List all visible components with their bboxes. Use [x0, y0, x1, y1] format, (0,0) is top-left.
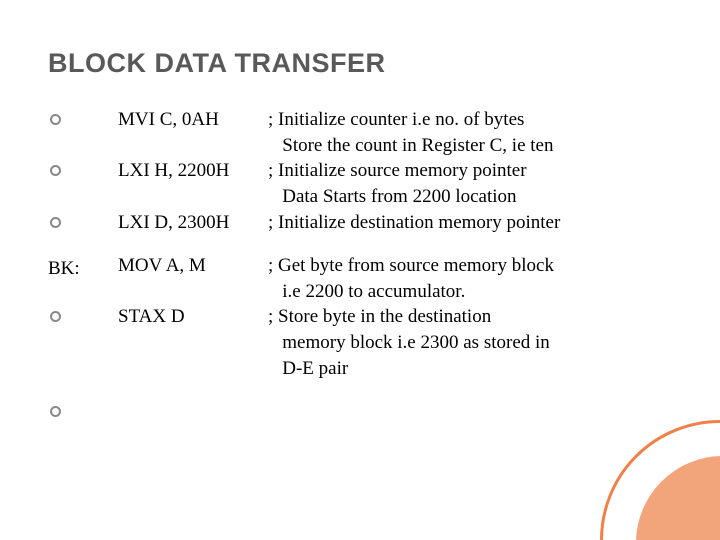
instruction: STAX D [118, 304, 268, 330]
label-column: BK: [48, 253, 118, 282]
label-column [48, 158, 118, 176]
instruction: MOV A, M [118, 253, 268, 279]
label-column [48, 210, 118, 228]
comment: ; Initialize source memory pointer Data … [268, 158, 672, 209]
code-row: BK: MOV A, M; Get byte from source memory… [48, 253, 672, 304]
code-row: STAX D; Store byte in the destination me… [48, 304, 672, 381]
code-row: LXI H, 2200H; Initialize source memory p… [48, 158, 672, 209]
corner-ring-icon [600, 420, 720, 540]
row-spacer [48, 381, 672, 399]
code-row: MVI C, 0AH; Initialize counter i.e no. o… [48, 107, 672, 158]
label-column [48, 304, 118, 322]
hollow-bullet-icon [50, 217, 61, 228]
row-spacer [48, 235, 672, 253]
hollow-bullet-icon [50, 406, 61, 417]
instruction: MVI C, 0AH [118, 107, 268, 133]
corner-disc-icon [636, 456, 720, 540]
comment: ; Initialize counter i.e no. of bytes St… [268, 107, 672, 158]
code-row [48, 399, 672, 417]
line-label: BK: [48, 256, 80, 282]
hollow-bullet-icon [50, 114, 61, 125]
code-listing: MVI C, 0AH; Initialize counter i.e no. o… [48, 107, 672, 417]
instruction: LXI D, 2300H [118, 210, 268, 236]
comment: ; Store byte in the destination memory b… [268, 304, 672, 381]
slide: BLOCK DATA TRANSFER MVI C, 0AH; Initiali… [0, 0, 720, 540]
comment: ; Get byte from source memory block i.e … [268, 253, 672, 304]
comment: ; Initialize destination memory pointer [268, 210, 672, 236]
hollow-bullet-icon [50, 311, 61, 322]
label-column [48, 399, 118, 417]
label-column [48, 107, 118, 125]
code-row: LXI D, 2300H; Initialize destination mem… [48, 210, 672, 236]
hollow-bullet-icon [50, 165, 61, 176]
instruction: LXI H, 2200H [118, 158, 268, 184]
slide-title: BLOCK DATA TRANSFER [48, 48, 672, 79]
